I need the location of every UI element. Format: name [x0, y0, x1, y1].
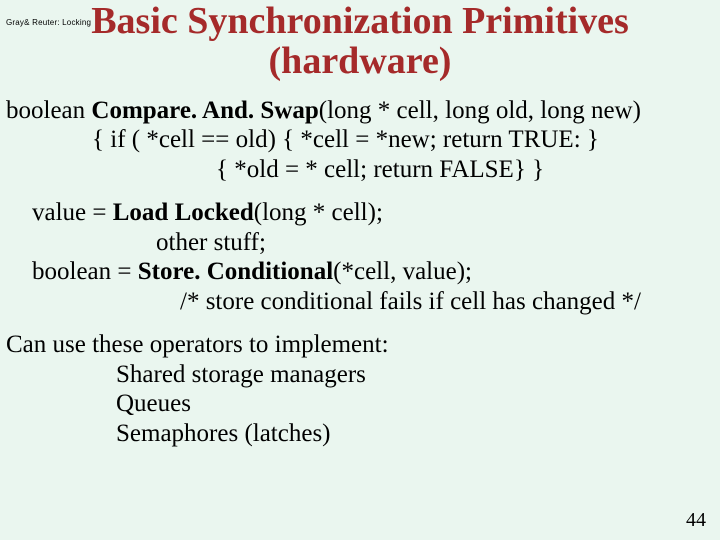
llsc-l3-post: (*cell, value); [333, 258, 472, 285]
slide-body: boolean Compare. And. Swap(long * cell, … [0, 96, 720, 449]
cas-body-line-2: { *old = * cell; return FALSE} } [6, 155, 714, 185]
title-line-1: Basic Synchronization Primitives [91, 0, 629, 42]
llsc-l1-fn: Load Locked [113, 199, 254, 226]
llsc-l1-post: (long * cell); [254, 199, 383, 226]
cas-block: boolean Compare. And. Swap(long * cell, … [6, 96, 714, 185]
cas-signature: boolean Compare. And. Swap(long * cell, … [6, 96, 714, 126]
cas-sig-post: (long * cell, long old, long new) [319, 97, 641, 124]
cas-body-line-1: { if ( *cell == old) { *cell = *new; ret… [6, 125, 714, 155]
llsc-l3-pre: boolean = [32, 258, 138, 285]
llsc-l3-fn: Store. Conditional [138, 258, 333, 285]
cas-fn-name: Compare. And. Swap [91, 97, 318, 124]
slide-title: Basic Synchronization Primitives (hardwa… [0, 0, 720, 82]
llsc-line-2: other stuff; [32, 228, 714, 258]
title-line-2: (hardware) [269, 40, 452, 82]
uses-block: Can use these operators to implement: Sh… [6, 330, 714, 448]
llsc-block: value = Load Locked(long * cell); other … [6, 198, 714, 316]
llsc-line-3: boolean = Store. Conditional(*cell, valu… [32, 257, 714, 287]
uses-intro: Can use these operators to implement: [6, 330, 714, 360]
cas-sig-pre: boolean [6, 97, 91, 124]
page-number: 44 [686, 509, 706, 532]
uses-item-3: Semaphores (latches) [6, 419, 714, 449]
uses-item-1: Shared storage managers [6, 360, 714, 390]
llsc-l1-pre: value = [32, 199, 113, 226]
llsc-line-1: value = Load Locked(long * cell); [32, 198, 714, 228]
uses-item-2: Queues [6, 389, 714, 419]
attribution-text: Gray& Reuter: Locking [6, 18, 91, 27]
llsc-line-4: /* store conditional fails if cell has c… [32, 287, 714, 317]
